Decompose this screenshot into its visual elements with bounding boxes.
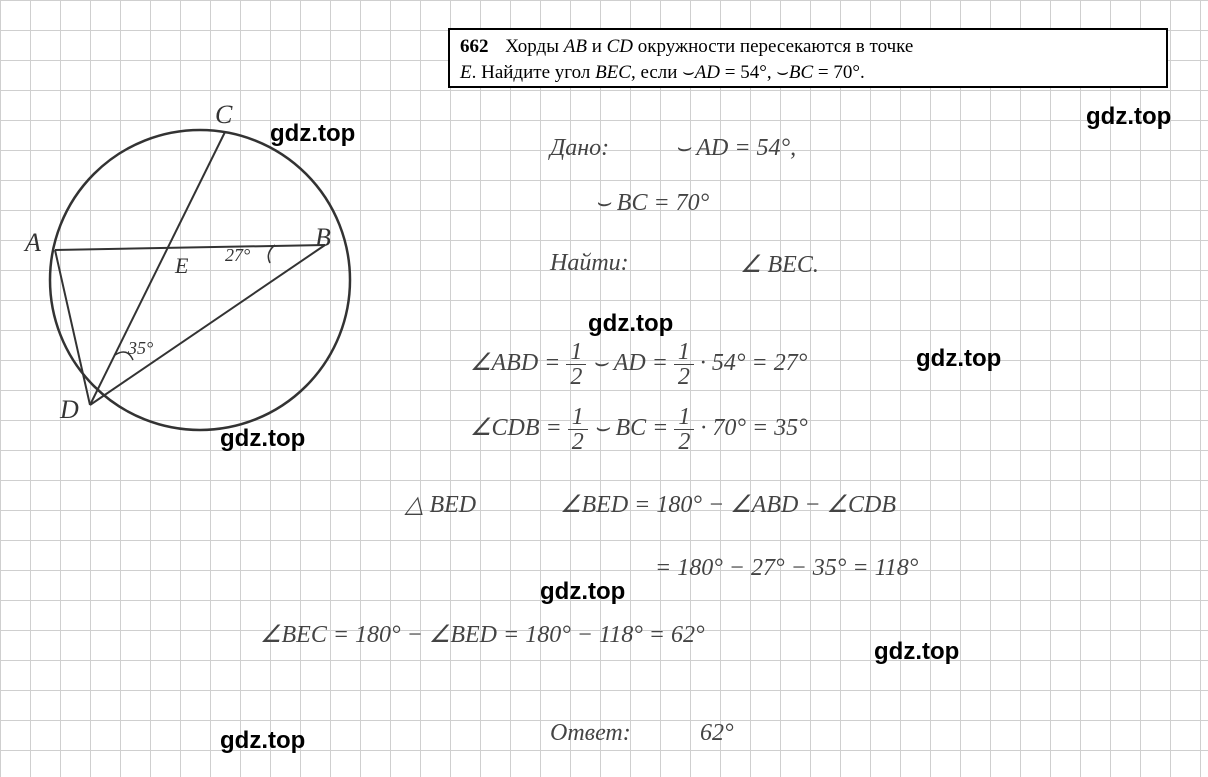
point-D: D xyxy=(60,395,79,425)
watermark: gdz.top xyxy=(588,310,673,338)
answer-value: 62° xyxy=(700,720,734,747)
given-arc-AD: ⌣ AD = 54°, xyxy=(675,135,796,162)
watermark: gdz.top xyxy=(270,120,355,148)
chord-AB xyxy=(55,245,325,250)
point-A: A xyxy=(25,228,41,258)
solution-line-5: ∠BEC = 180° − ∠BED = 180° − 118° = 62° xyxy=(260,620,705,649)
solution-line-3: ∠BED = 180° − ∠ABD − ∠CDB xyxy=(560,490,896,519)
watermark: gdz.top xyxy=(916,345,1001,373)
angle-35: 35° xyxy=(128,338,153,359)
watermark: gdz.top xyxy=(220,727,305,755)
problem-statement: 662 Хорды AB и CD окружности пересекаютс… xyxy=(448,28,1168,88)
solution-line-1: ∠ABD = 12 ⌣ AD = 12 · 54° = 27° xyxy=(470,340,807,389)
chord-CD xyxy=(90,132,225,405)
angle-27: 27° xyxy=(225,245,250,266)
watermark: gdz.top xyxy=(540,578,625,606)
problem-text-1: Хорды AB и CD окружности пересекаются в … xyxy=(505,36,913,57)
find-value: ∠ BEC. xyxy=(740,250,819,279)
problem-text-2: E. Найдите угол BEC, если ⌣AD = 54°, ⌣BC… xyxy=(460,62,865,83)
watermark: gdz.top xyxy=(1086,103,1171,131)
problem-number: 662 xyxy=(460,36,489,57)
watermark: gdz.top xyxy=(220,425,305,453)
point-E: E xyxy=(175,253,188,279)
circle xyxy=(50,130,350,430)
watermark: gdz.top xyxy=(874,638,959,666)
solution-triangle: △ BED xyxy=(405,490,476,519)
solution-line-4: = 180° − 27° − 35° = 118° xyxy=(655,555,918,582)
given-title: Дано: xyxy=(550,135,609,162)
answer-title: Ответ: xyxy=(550,720,631,747)
find-title: Найти: xyxy=(550,250,629,277)
given-arc-BC: ⌣ BC = 70° xyxy=(595,190,709,217)
angle-arc-27 xyxy=(268,245,275,263)
line-DB xyxy=(90,245,325,405)
line-AD xyxy=(55,250,90,405)
solution-line-2: ∠CDB = 12 ⌣ BC = 12 · 70° = 35° xyxy=(470,405,808,454)
point-C: C xyxy=(215,100,232,130)
point-B: B xyxy=(315,223,331,253)
